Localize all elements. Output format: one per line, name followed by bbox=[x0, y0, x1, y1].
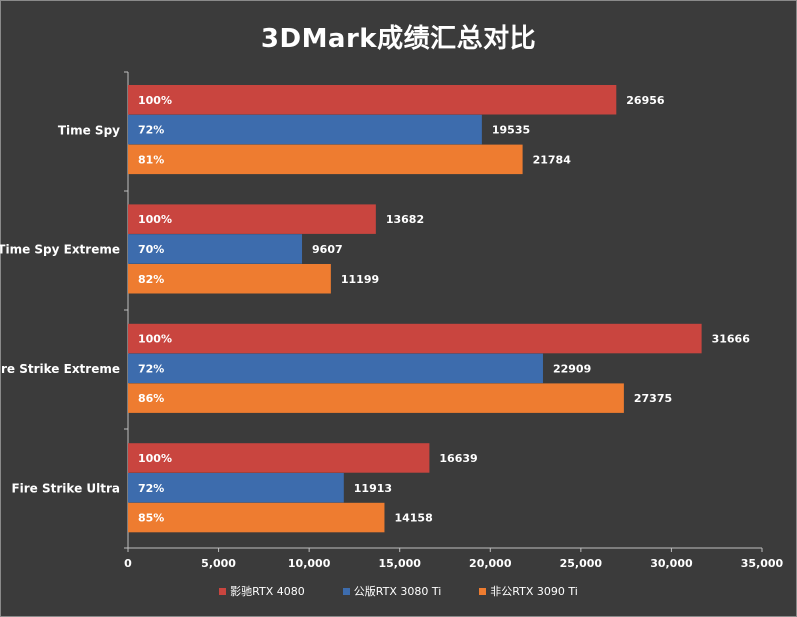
bar-percent-label: 81% bbox=[138, 153, 164, 166]
bar-time-spy-extreme-series-0 bbox=[128, 204, 376, 234]
x-tick-label: 20,000 bbox=[469, 557, 512, 570]
bar-time-spy-series-0 bbox=[128, 85, 617, 115]
bar-fire-strike-ultra-series-2 bbox=[128, 502, 385, 533]
bar-time-spy-series-2 bbox=[128, 144, 523, 175]
legend-item-rtx4080: 影驰RTX 4080 bbox=[219, 583, 305, 599]
bar-percent-label: 100% bbox=[138, 452, 172, 465]
x-tick-label: 15,000 bbox=[378, 557, 421, 570]
category-label-time-spy: Time Spy bbox=[58, 123, 120, 137]
x-tick-label: 35,000 bbox=[741, 557, 784, 570]
bar-percent-label: 72% bbox=[138, 362, 164, 375]
bar-time-spy-series-1 bbox=[128, 114, 482, 145]
bar-percent-label: 100% bbox=[138, 333, 172, 346]
bar-percent-label: 100% bbox=[138, 213, 172, 226]
bar-value-label: 14158 bbox=[394, 512, 432, 525]
legend-item-rtx3080ti: 公版RTX 3080 Ti bbox=[342, 583, 442, 599]
bar-value-label: 26956 bbox=[626, 94, 665, 107]
bar-percent-label: 82% bbox=[138, 273, 164, 286]
chart-title: 3DMark成绩汇总对比 bbox=[260, 24, 537, 54]
bar-value-label: 27375 bbox=[634, 392, 672, 405]
bar-fire-strike-extreme-series-1 bbox=[128, 353, 543, 384]
bar-percent-label: 85% bbox=[138, 512, 164, 525]
bar-percent-label: 72% bbox=[138, 124, 164, 137]
x-tick-label: 10,000 bbox=[288, 557, 331, 570]
bar-value-label: 16639 bbox=[439, 452, 477, 465]
bar-percent-label: 72% bbox=[138, 482, 164, 495]
category-label-fire-strike-ultra: Fire Strike Ultra bbox=[11, 481, 120, 495]
bar-value-label: 31666 bbox=[712, 333, 751, 346]
chart-legend: 影驰RTX 4080 公版RTX 3080 Ti 非公RTX 3090 Ti bbox=[0, 583, 797, 599]
x-tick-label: 5,000 bbox=[201, 557, 236, 570]
bar-time-spy-extreme-series-1 bbox=[128, 234, 303, 264]
bar-fire-strike-ultra-series-1 bbox=[128, 473, 344, 503]
bar-value-label: 11199 bbox=[341, 273, 379, 286]
bar-percent-label: 100% bbox=[138, 94, 172, 107]
legend-label-rtx3080ti: 公版RTX 3080 Ti bbox=[353, 585, 442, 598]
legend-swatch-rtx4080 bbox=[219, 587, 227, 595]
bar-percent-label: 86% bbox=[138, 392, 164, 405]
bar-value-label: 21784 bbox=[533, 153, 572, 166]
x-tick-label: 0 bbox=[124, 557, 132, 570]
legend-label-rtx4080: 影驰RTX 4080 bbox=[230, 585, 305, 598]
bar-fire-strike-ultra-series-0 bbox=[128, 443, 430, 473]
legend-item-rtx3090ti: 非公RTX 3090 Ti bbox=[479, 583, 578, 599]
bar-time-spy-extreme-series-2 bbox=[128, 264, 331, 294]
legend-label-rtx3090ti: 非公RTX 3090 Ti bbox=[490, 585, 578, 598]
category-label-fire-strike-extreme: Fire Strike Extreme bbox=[0, 362, 120, 376]
legend-swatch-rtx3080ti bbox=[342, 587, 350, 595]
bar-fire-strike-extreme-series-2 bbox=[128, 383, 624, 413]
bar-value-label: 19535 bbox=[492, 124, 530, 137]
x-tick-label: 25,000 bbox=[560, 557, 603, 570]
x-tick-label: 30,000 bbox=[650, 557, 693, 570]
bar-value-label: 9607 bbox=[312, 243, 343, 256]
bar-value-label: 22909 bbox=[553, 362, 591, 375]
legend-swatch-rtx3090ti bbox=[479, 587, 487, 595]
bar-fire-strike-extreme-series-0 bbox=[128, 323, 702, 354]
bar-value-label: 11913 bbox=[354, 482, 392, 495]
bar-percent-label: 70% bbox=[138, 243, 164, 256]
bar-value-label: 13682 bbox=[386, 213, 424, 226]
category-label-time-spy-extreme: Time Spy Extreme bbox=[0, 243, 120, 257]
